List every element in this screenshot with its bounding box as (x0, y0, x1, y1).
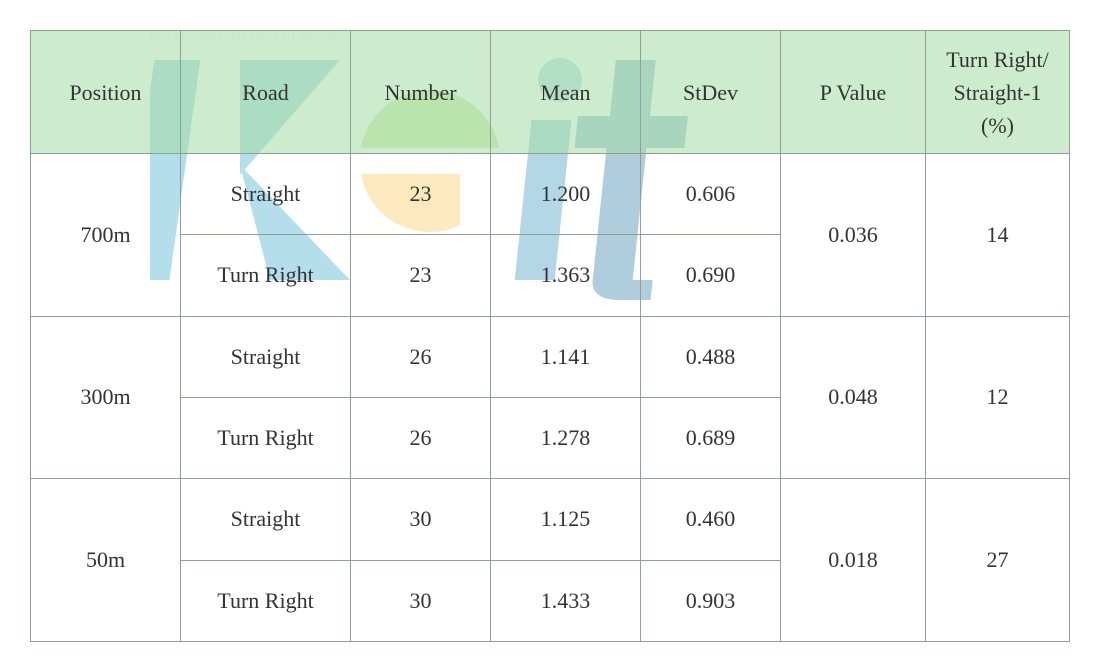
cell-number: 26 (351, 316, 491, 397)
cell-position: 300m (31, 316, 181, 479)
cell-road: Straight (181, 154, 351, 235)
cell-number: 23 (351, 235, 491, 316)
cell-position: 50m (31, 479, 181, 642)
cell-stdev: 0.488 (641, 316, 781, 397)
data-table: Position Road Number Mean StDev P Value … (30, 30, 1070, 642)
col-road: Road (181, 31, 351, 154)
cell-pvalue: 0.036 (781, 154, 926, 317)
cell-pvalue: 0.048 (781, 316, 926, 479)
table-row: 300m Straight 26 1.141 0.488 0.048 12 (31, 316, 1070, 397)
table-row: 50m Straight 30 1.125 0.460 0.018 27 (31, 479, 1070, 560)
ratio-l1: Turn Right/ (946, 47, 1049, 72)
cell-number: 23 (351, 154, 491, 235)
cell-mean: 1.141 (491, 316, 641, 397)
cell-stdev: 0.689 (641, 397, 781, 478)
cell-road: Straight (181, 316, 351, 397)
col-number: Number (351, 31, 491, 154)
cell-stdev: 0.903 (641, 560, 781, 641)
cell-ratio: 12 (926, 316, 1070, 479)
cell-number: 30 (351, 560, 491, 641)
col-pvalue: P Value (781, 31, 926, 154)
cell-number: 26 (351, 397, 491, 478)
col-stdev: StDev (641, 31, 781, 154)
header-row: Position Road Number Mean StDev P Value … (31, 31, 1070, 154)
cell-number: 30 (351, 479, 491, 560)
table-wrapper: KEIT KEIT KEIT KEIT KEIT KEIT KEIT KEIT (30, 30, 1069, 642)
cell-mean: 1.278 (491, 397, 641, 478)
cell-stdev: 0.690 (641, 235, 781, 316)
cell-mean: 1.125 (491, 479, 641, 560)
table-row: 700m Straight 23 1.200 0.606 0.036 14 (31, 154, 1070, 235)
cell-stdev: 0.606 (641, 154, 781, 235)
cell-position: 700m (31, 154, 181, 317)
cell-mean: 1.200 (491, 154, 641, 235)
col-mean: Mean (491, 31, 641, 154)
cell-ratio: 27 (926, 479, 1070, 642)
cell-road: Straight (181, 479, 351, 560)
cell-road: Turn Right (181, 397, 351, 478)
cell-road: Turn Right (181, 235, 351, 316)
cell-mean: 1.363 (491, 235, 641, 316)
cell-pvalue: 0.018 (781, 479, 926, 642)
cell-mean: 1.433 (491, 560, 641, 641)
col-position: Position (31, 31, 181, 154)
cell-stdev: 0.460 (641, 479, 781, 560)
cell-ratio: 14 (926, 154, 1070, 317)
cell-road: Turn Right (181, 560, 351, 641)
ratio-l2: Straight-1 (954, 80, 1042, 105)
col-ratio: Turn Right/ Straight-1 (%) (926, 31, 1070, 154)
ratio-l3: (%) (981, 113, 1014, 138)
